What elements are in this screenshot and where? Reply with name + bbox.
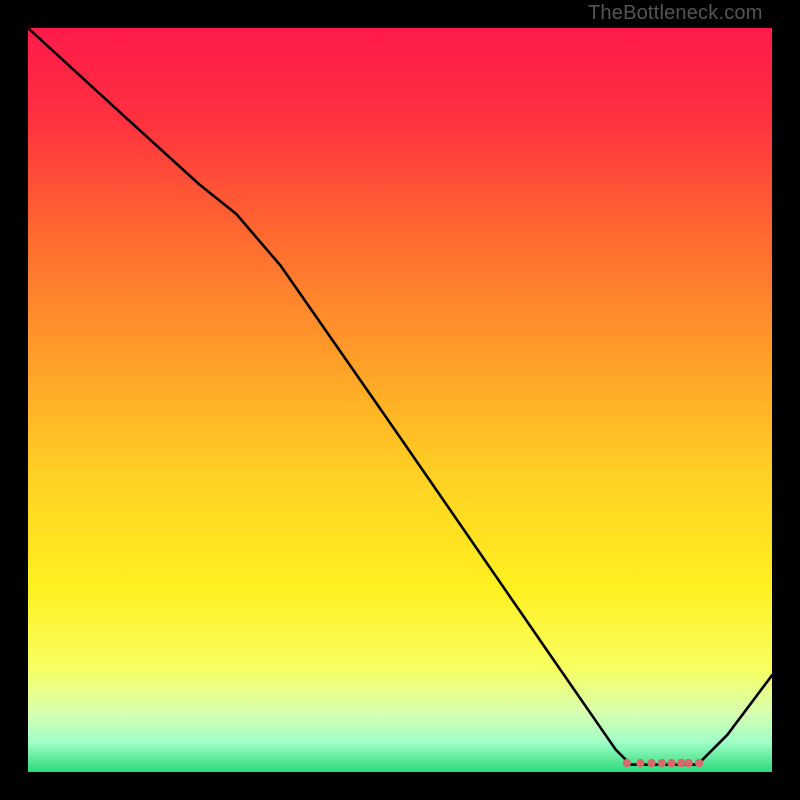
watermark-text: TheBottleneck.com	[588, 2, 763, 25]
gradient-background	[28, 28, 772, 772]
chart-area	[28, 28, 772, 772]
data-marker	[677, 759, 685, 767]
data-marker	[647, 759, 655, 767]
gradient-chart	[28, 28, 772, 772]
data-marker	[658, 759, 666, 767]
data-marker	[636, 759, 644, 767]
data-marker	[623, 759, 631, 767]
data-marker	[695, 759, 703, 767]
data-marker	[667, 759, 675, 767]
data-marker	[684, 759, 692, 767]
